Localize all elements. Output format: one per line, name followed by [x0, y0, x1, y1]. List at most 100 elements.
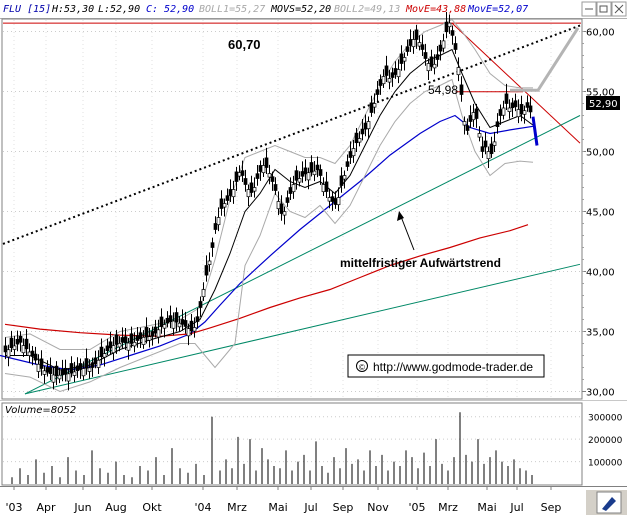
candlestick	[57, 368, 62, 384]
candlestick	[216, 207, 221, 232]
candle-body	[108, 341, 113, 349]
candlestick	[126, 337, 131, 360]
candle-body	[480, 146, 485, 152]
window-control-icons[interactable]	[581, 1, 627, 17]
candle-body	[162, 324, 167, 329]
candlestick	[144, 317, 149, 344]
candle-body	[384, 65, 389, 76]
time-axis-label: '04	[194, 501, 211, 514]
candlestick	[243, 169, 248, 192]
time-axis-label: '03	[5, 501, 22, 514]
candle-body	[87, 367, 92, 372]
candle-body	[345, 161, 350, 167]
time-axis-label: Jul	[509, 501, 523, 514]
candlestick	[177, 316, 182, 332]
symbol-label: FLU [15]	[3, 4, 51, 15]
candle-body	[9, 337, 14, 349]
candlestick	[105, 338, 110, 356]
candle-body	[291, 184, 296, 193]
candlestick	[282, 206, 287, 225]
candlestick	[264, 147, 269, 174]
candle-body	[141, 337, 146, 345]
candlestick	[342, 170, 347, 189]
last-price-label: 52,90	[589, 99, 618, 110]
candlestick	[390, 67, 395, 87]
candle-body	[456, 67, 461, 76]
candlestick	[453, 36, 458, 54]
time-axis-label: Mai	[477, 501, 496, 514]
candlestick	[231, 180, 236, 204]
candlestick	[405, 39, 410, 56]
candle-body	[219, 198, 224, 209]
candlestick	[504, 83, 509, 110]
time-axis-label: Apr	[36, 501, 56, 514]
candlestick	[387, 69, 392, 90]
candlestick	[99, 338, 104, 364]
candle-body	[252, 187, 257, 192]
price-axis-label: 35,00	[586, 328, 615, 339]
candle-body	[123, 336, 128, 344]
candle-body	[195, 316, 200, 322]
window-restore-icon[interactable]	[596, 1, 612, 17]
candlestick	[411, 30, 416, 54]
candle-body	[318, 169, 323, 176]
candle-body	[462, 121, 467, 126]
candlestick	[384, 55, 389, 82]
candle-body	[489, 143, 494, 154]
candlestick	[414, 24, 419, 49]
candle-body	[450, 30, 455, 36]
volume-axis-label: 200000	[588, 436, 623, 446]
move2-label: MovE=52,07	[467, 4, 528, 15]
candle-body	[21, 345, 26, 354]
candlestick	[12, 335, 17, 356]
candlestick	[156, 319, 161, 344]
header-bar	[0, 0, 627, 18]
candle-body	[60, 369, 65, 376]
candle-body	[468, 115, 473, 122]
candle-body	[282, 211, 287, 216]
candle-body	[387, 78, 392, 83]
candlestick	[3, 337, 8, 360]
high-label: H:53,30	[51, 4, 94, 15]
candle-body	[435, 54, 440, 60]
candlestick	[162, 319, 167, 338]
low-label: L:52,90	[98, 4, 140, 15]
candlestick	[210, 237, 215, 257]
candlestick	[420, 34, 425, 56]
candle-body	[177, 322, 182, 328]
candlestick	[198, 296, 203, 317]
candle-body	[408, 39, 413, 46]
candlestick	[168, 305, 173, 329]
candlestick	[39, 350, 44, 376]
candle-body	[510, 102, 515, 109]
candle-body	[414, 29, 419, 40]
candlestick	[24, 329, 29, 356]
candlestick	[18, 331, 23, 352]
candle-body	[168, 315, 173, 323]
candlestick	[369, 95, 374, 117]
descending-resistance-line	[451, 22, 581, 144]
candle-body	[48, 367, 53, 374]
candlestick	[312, 161, 317, 182]
candlestick	[291, 175, 296, 199]
candle-body	[3, 345, 8, 353]
candlestick	[6, 344, 11, 367]
candlestick	[54, 361, 59, 386]
candle-body	[96, 359, 101, 368]
time-axis-label: '05	[408, 501, 425, 514]
volume-plot-frame	[1, 402, 583, 486]
volume-bars-layer: 300000 200000 100000	[3, 412, 623, 484]
candle-body	[381, 76, 386, 85]
candle-body	[39, 358, 44, 369]
candlestick	[513, 93, 518, 112]
candle-body	[285, 197, 290, 203]
candlestick	[147, 328, 152, 348]
candlestick	[381, 69, 386, 89]
candle-body	[54, 365, 59, 377]
series-line-boll1	[4, 18, 533, 350]
trend-arrow-head-icon	[397, 211, 404, 221]
candle-body	[429, 56, 434, 67]
candle-body	[306, 172, 311, 181]
candle-body	[348, 151, 353, 158]
